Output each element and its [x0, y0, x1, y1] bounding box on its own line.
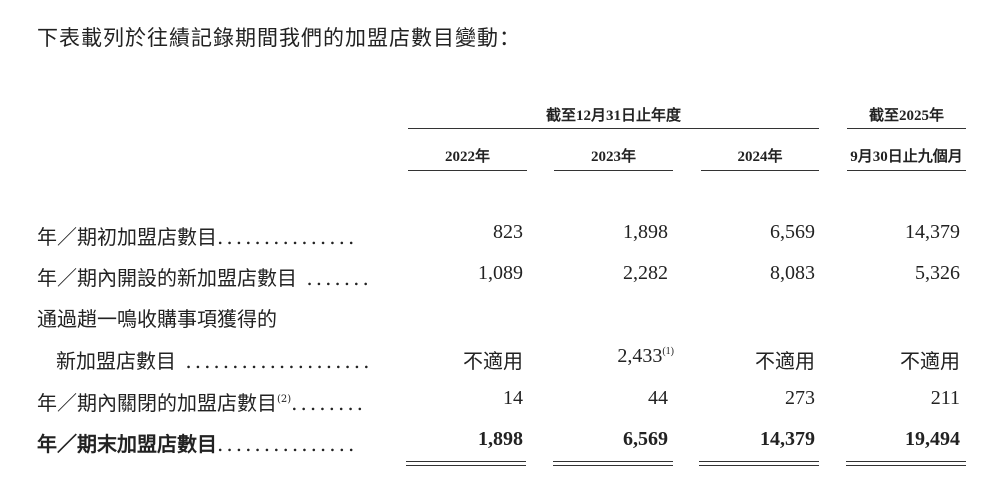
cell: 2,433(1) [617, 345, 674, 367]
cell: 211 [930, 387, 960, 409]
row-label-opening: 年／期初加盟店數目............... [37, 225, 358, 249]
cell: 273 [785, 387, 815, 409]
row-label-acquisition-line2: 新加盟店數目 .................... [56, 349, 373, 373]
cell: 不適用 [755, 351, 815, 373]
cell: 5,326 [915, 262, 960, 284]
column-header-9m2025: 9月30日止九個月 [850, 149, 963, 165]
cell: 不適用 [463, 351, 523, 373]
row-label-closed: 年／期內關閉的加盟店數目(2)........ [37, 391, 367, 415]
header-years-group: 截至12月31日止年度 [545, 108, 681, 124]
cell: 2,282 [623, 262, 668, 284]
double-underline [699, 461, 819, 466]
cell: 1,898 [623, 221, 668, 243]
header-rule [847, 128, 966, 129]
column-rule [554, 170, 673, 171]
cell-total: 6,569 [623, 428, 668, 450]
column-header-2022: 2022年 [444, 149, 490, 165]
intro-text: 下表載列於往績記錄期間我們的加盟店數目變動： [37, 26, 521, 50]
header-rule [408, 128, 819, 129]
column-rule [847, 170, 966, 171]
cell: 14 [503, 387, 523, 409]
cell: 6,569 [770, 221, 815, 243]
header-period-group: 截至2025年 [868, 108, 944, 124]
column-header-2023: 2023年 [590, 149, 636, 165]
row-label-acquisition-line1: 通過趙一鳴收購事項獲得的 [37, 307, 277, 331]
cell: 823 [493, 221, 523, 243]
footnote-ref: (1) [662, 346, 674, 357]
column-rule [701, 170, 819, 171]
footnote-ref: (2) [277, 394, 292, 405]
cell-total: 14,379 [760, 428, 815, 450]
column-rule [408, 170, 527, 171]
cell: 44 [648, 387, 668, 409]
cell: 不適用 [900, 351, 960, 373]
cell: 14,379 [905, 221, 960, 243]
double-underline [846, 461, 966, 466]
cell-total: 1,898 [478, 428, 523, 450]
row-label-opened: 年／期內開設的新加盟店數目 ....... [37, 266, 372, 290]
cell-total: 19,494 [905, 428, 960, 450]
row-label-closing: 年／期末加盟店數目............... [37, 432, 358, 456]
cell: 1,089 [478, 262, 523, 284]
double-underline [406, 461, 526, 466]
cell: 8,083 [770, 262, 815, 284]
column-header-2024: 2024年 [737, 149, 783, 165]
double-underline [553, 461, 673, 466]
